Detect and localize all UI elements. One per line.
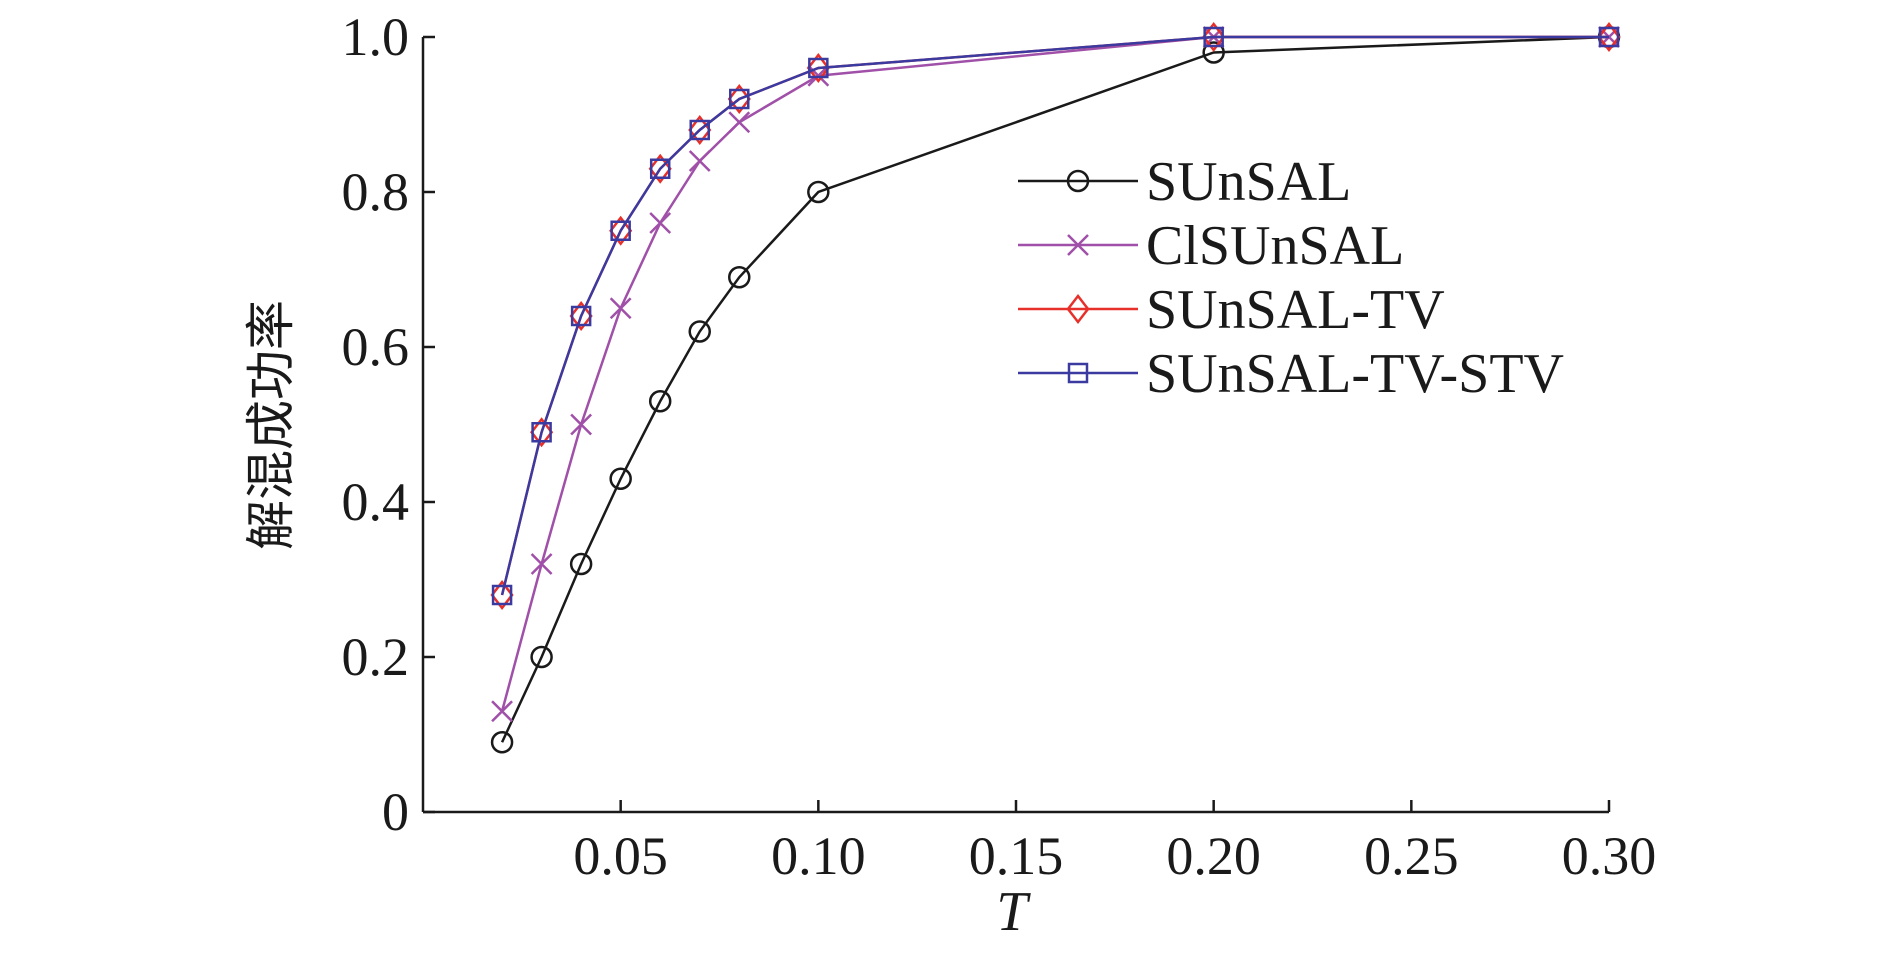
legend-item: SUnSAL (1018, 151, 1351, 213)
y-tick-label: 0 (382, 782, 409, 842)
diamond-marker (1597, 21, 1621, 53)
y-tick-label: 0.2 (342, 627, 410, 687)
x-tick-label: 0.15 (969, 826, 1064, 886)
circle-marker (807, 180, 830, 204)
x-tick-label: 0.30 (1562, 826, 1657, 886)
y-tick-label: 0.6 (342, 317, 410, 377)
y-tick-label: 1.0 (342, 7, 410, 67)
series-line (500, 35, 1610, 743)
series-3 (491, 26, 1620, 606)
x-ticks: 0.05 0.10 0.15 0.20 0.25 0.30 (573, 800, 1656, 886)
circle-marker (688, 320, 711, 343)
y-ticks: 0 0.2 0.4 0.6 0.8 1.0 (342, 7, 435, 842)
diamond-marker (648, 153, 672, 184)
x-marker (1067, 234, 1089, 256)
diamond-marker (806, 52, 830, 84)
diamond-marker (530, 417, 554, 448)
x-marker (728, 111, 751, 134)
x-marker (530, 553, 553, 575)
diamond-marker (1066, 293, 1090, 325)
series-2 (490, 21, 1621, 611)
y-tick-label: 0.4 (342, 472, 410, 532)
square-marker (1203, 26, 1224, 48)
legend-label: SUnSAL-TV (1146, 279, 1445, 341)
square-marker (531, 422, 552, 443)
x-marker (688, 150, 711, 172)
legend-item: SUnSAL-TV (1018, 279, 1445, 341)
legend-label: ClSUnSAL (1146, 215, 1404, 277)
circle-marker (490, 731, 514, 754)
square-marker (808, 57, 829, 79)
series-line (500, 35, 1609, 596)
x-axis-title: T (996, 881, 1031, 943)
x-marker (649, 212, 672, 234)
x-marker (491, 700, 513, 723)
series-layer (490, 21, 1621, 754)
series-0 (490, 25, 1621, 754)
legend-label: SUnSAL (1146, 151, 1351, 213)
x-tick-label: 0.05 (573, 826, 668, 886)
square-marker (491, 584, 513, 606)
circle-marker (728, 266, 751, 289)
square-marker (570, 305, 592, 327)
circle-marker (530, 645, 553, 669)
diamond-marker (490, 579, 514, 611)
series-line (500, 35, 1609, 712)
circle-marker (1202, 41, 1225, 64)
circle-marker (609, 467, 632, 490)
x-tick-label: 0.25 (1364, 826, 1459, 886)
diamond-marker (569, 300, 593, 332)
y-axis-title: 解混成功率 (243, 300, 299, 550)
diamond-marker (1202, 21, 1226, 53)
circle-marker (648, 390, 672, 413)
square-marker (610, 220, 631, 241)
x-tick-label: 0.20 (1166, 826, 1261, 886)
square-marker (729, 88, 750, 110)
y-tick-label: 0.8 (342, 162, 410, 222)
x-marker (609, 297, 632, 320)
legend-item: ClSUnSAL (1018, 215, 1404, 277)
square-marker (1598, 26, 1620, 48)
x-marker (570, 413, 593, 436)
diamond-marker (609, 215, 633, 246)
square-marker (649, 158, 671, 179)
square-marker (1067, 362, 1089, 384)
series-1 (491, 26, 1620, 723)
square-marker (689, 119, 710, 141)
circle-marker (1066, 169, 1090, 193)
diamond-marker (727, 83, 751, 115)
circle-marker (569, 552, 593, 576)
axes (421, 37, 1609, 814)
x-tick-label: 0.10 (771, 826, 866, 886)
legend-label: SUnSAL-TV-STV (1146, 343, 1564, 405)
legend-item: SUnSAL-TV-STV (1018, 343, 1564, 405)
